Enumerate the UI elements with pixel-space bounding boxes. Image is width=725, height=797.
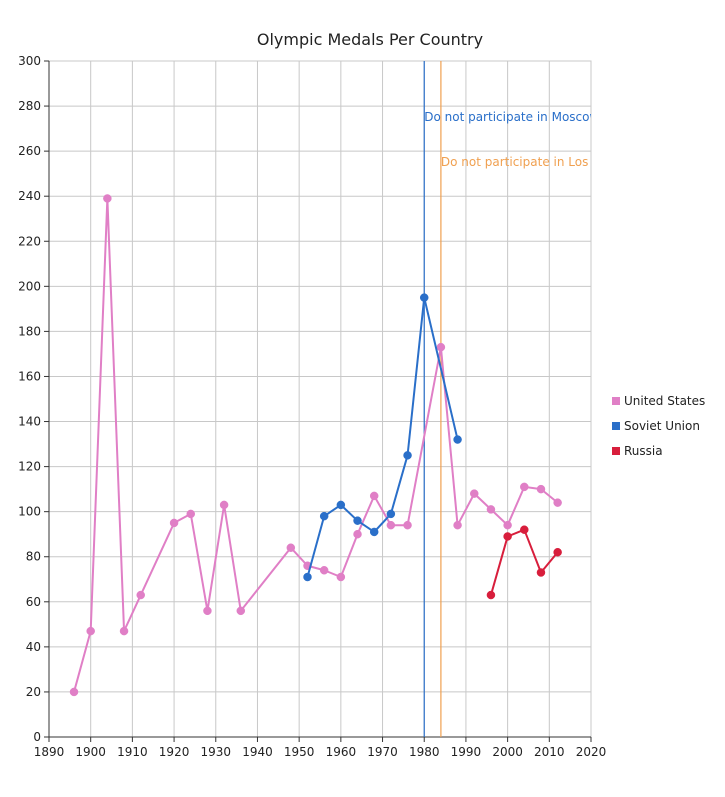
data-point[interactable] bbox=[336, 500, 346, 510]
legend-item[interactable]: Soviet Union bbox=[612, 419, 700, 433]
legend-item[interactable]: Russia bbox=[612, 444, 663, 458]
data-point[interactable] bbox=[470, 489, 479, 498]
data-point[interactable] bbox=[520, 525, 529, 534]
x-tick-label: 1910 bbox=[117, 745, 148, 759]
data-point[interactable] bbox=[503, 532, 512, 541]
annotations: Do not participate in Moscow Do not parti… bbox=[423, 61, 640, 737]
data-point[interactable] bbox=[453, 435, 462, 444]
series-line-russia bbox=[489, 528, 559, 596]
x-tick-label: 1940 bbox=[242, 745, 273, 759]
x-tick-label: 1950 bbox=[284, 745, 315, 759]
y-tick-label: 260 bbox=[18, 144, 41, 158]
x-tick-label: 1920 bbox=[159, 745, 190, 759]
data-point[interactable] bbox=[386, 520, 396, 530]
y-tick-label: 40 bbox=[26, 640, 41, 654]
data-point[interactable] bbox=[119, 626, 129, 636]
x-tick-label: 1930 bbox=[200, 745, 231, 759]
data-point[interactable] bbox=[353, 516, 362, 525]
x-tick-label: 1900 bbox=[75, 745, 106, 759]
data-point[interactable] bbox=[536, 568, 546, 577]
y-tick-label: 220 bbox=[18, 234, 41, 248]
y-tick-label: 100 bbox=[18, 505, 41, 519]
y-tick-label: 180 bbox=[18, 324, 41, 338]
data-point[interactable] bbox=[186, 509, 196, 519]
data-point[interactable] bbox=[553, 498, 562, 507]
legend-label: United States bbox=[624, 394, 705, 408]
data-point[interactable] bbox=[286, 543, 296, 552]
legend-label: Russia bbox=[624, 444, 663, 458]
x-tick-label: 1890 bbox=[34, 745, 65, 759]
y-tick-label: 20 bbox=[26, 685, 41, 699]
y-tick-label: 300 bbox=[18, 54, 41, 68]
y-tick-label: 140 bbox=[18, 415, 41, 429]
x-tick-label: 2020 bbox=[576, 745, 607, 759]
data-point[interactable] bbox=[169, 518, 179, 528]
y-tick-label: 80 bbox=[26, 550, 41, 564]
data-point[interactable] bbox=[536, 484, 546, 494]
y-tick-label: 240 bbox=[18, 189, 41, 203]
data-point[interactable] bbox=[203, 606, 212, 616]
data-point[interactable] bbox=[453, 520, 462, 530]
y-tick-label: 200 bbox=[18, 279, 41, 293]
legend[interactable]: United States Soviet Union Russia bbox=[612, 394, 705, 458]
legend-item[interactable]: United States bbox=[612, 394, 705, 408]
data-point[interactable] bbox=[419, 293, 429, 302]
data-point[interactable] bbox=[319, 566, 329, 575]
data-point[interactable] bbox=[369, 491, 379, 501]
data-point[interactable] bbox=[486, 590, 496, 600]
data-point[interactable] bbox=[520, 482, 529, 492]
data-point[interactable] bbox=[69, 687, 79, 697]
data-point[interactable] bbox=[369, 527, 379, 537]
data-point[interactable] bbox=[103, 194, 112, 203]
data-point[interactable] bbox=[353, 529, 362, 539]
y-tick-label: 0 bbox=[33, 730, 41, 744]
data-point[interactable] bbox=[136, 590, 145, 600]
data-point[interactable] bbox=[503, 520, 512, 530]
annotation-label: Do not participate in Los Angeles bbox=[441, 155, 640, 169]
series-lines bbox=[69, 194, 562, 697]
y-tick-label: 60 bbox=[26, 595, 41, 609]
x-tick-label: 1980 bbox=[409, 745, 440, 759]
data-point[interactable] bbox=[219, 500, 229, 510]
y-tick-label: 280 bbox=[18, 99, 41, 113]
data-point[interactable] bbox=[336, 572, 346, 582]
data-point[interactable] bbox=[486, 505, 496, 514]
data-point[interactable] bbox=[86, 626, 95, 636]
legend-label: Soviet Union bbox=[624, 419, 700, 433]
data-point[interactable] bbox=[303, 572, 312, 582]
data-point[interactable] bbox=[236, 606, 246, 616]
legend-swatch bbox=[612, 447, 620, 455]
data-point[interactable] bbox=[403, 520, 412, 530]
legend-swatch bbox=[612, 422, 620, 430]
x-tick-label: 1990 bbox=[451, 745, 482, 759]
y-tick-label: 160 bbox=[18, 369, 41, 383]
data-point[interactable] bbox=[319, 511, 329, 521]
x-tick-label: 2000 bbox=[492, 745, 523, 759]
data-point[interactable] bbox=[386, 509, 396, 519]
data-point[interactable] bbox=[436, 342, 446, 352]
annotation-label: Do not participate in Moscow bbox=[424, 110, 599, 124]
data-point[interactable] bbox=[403, 451, 412, 460]
x-tick-label: 1970 bbox=[367, 745, 398, 759]
x-tick-label: 2010 bbox=[534, 745, 565, 759]
data-point[interactable] bbox=[553, 547, 562, 557]
series-line-united-states bbox=[73, 197, 559, 693]
chart-title: Olympic Medals Per Country bbox=[257, 30, 483, 49]
legend-swatch bbox=[612, 397, 620, 405]
axes: 1890 1900 1910 1920 1930 1940 1950 1960 1970 1980… bbox=[18, 54, 606, 759]
x-tick-label: 1960 bbox=[326, 745, 357, 759]
y-tick-label: 120 bbox=[18, 460, 41, 474]
